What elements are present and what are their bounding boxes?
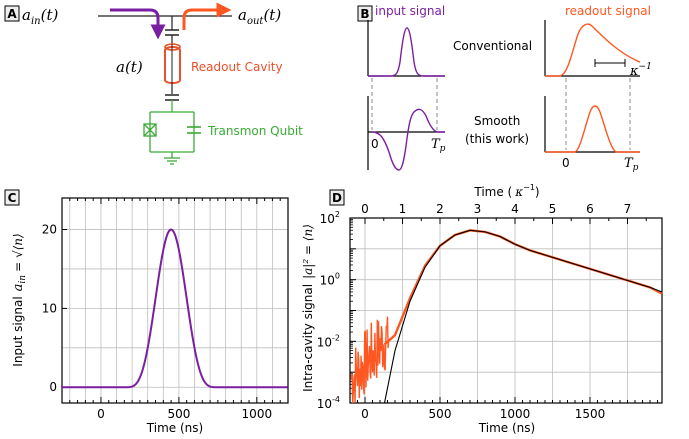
panel-a-label: A (7, 7, 17, 21)
d-x2label: Time (κ−1) (473, 183, 539, 199)
readout-signal-title: readout signal (565, 4, 651, 18)
c-xtick-label: 1000 (242, 407, 273, 421)
b-axes-bottom-right (544, 96, 640, 153)
b-tick-zero-left: 0 (371, 137, 379, 151)
panel-c-label-box (4, 189, 20, 206)
a-in-label: ain(t) (22, 6, 58, 27)
d-xtick-label: 500 (429, 407, 452, 421)
panel-a: A ain(t) aout(t) a(t) Readout Cavity (4, 2, 303, 165)
d-xtick-label: 1000 (500, 407, 531, 421)
c-grid (62, 198, 289, 403)
d-x2tick-label: 3 (474, 202, 482, 216)
panel-d: D 0 500 1000 1500 0 1 2 3 4 5 6 7 102 10… (301, 183, 663, 435)
c-ytick-label: 20 (42, 223, 57, 237)
d-xtick-label: 0 (361, 407, 369, 421)
b-smooth-readout-curve (545, 105, 640, 153)
d-xlabel: Time (ns) (478, 421, 535, 435)
panel-c-label: C (8, 191, 17, 205)
c-input-signal-line (61, 228, 288, 389)
smooth-label: Smooth (474, 114, 520, 128)
c-ytick-label: 0 (49, 380, 57, 394)
d-x2tick-label: 4 (511, 202, 519, 216)
d-ytick-label: 100 (320, 272, 340, 288)
a-t-label: a(t) (116, 58, 143, 76)
c-xtick-label: 0 (97, 407, 105, 421)
b-conventional-readout-curve (545, 23, 641, 77)
d-x2tick-label: 2 (436, 202, 444, 216)
d-theory-line (383, 229, 663, 404)
panel-b-label-box (357, 5, 373, 22)
d-x2tick-label: 7 (624, 202, 632, 216)
transmon-qubit-icon (143, 111, 201, 165)
d-xtick-label: 1500 (575, 407, 606, 421)
c-plot-frame (61, 197, 289, 404)
output-arrow (182, 2, 232, 30)
b-axes-top-right (544, 20, 640, 77)
b-axes-bottom-left (367, 96, 445, 170)
d-x2tick-label: 1 (399, 202, 407, 216)
panel-c: C 0 500 1000 0 10 20 Time (ns) Input sig… (4, 189, 289, 435)
b-kappa-label: κ−1 (629, 62, 652, 79)
panel-d-label-box (329, 189, 345, 206)
d-ticks (349, 217, 658, 404)
b-tick-zero-right: 0 (562, 156, 570, 170)
b-conventional-input-curve (368, 27, 445, 77)
a-out-label: aout(t) (238, 6, 281, 27)
b-tick-tp-right: Tp (624, 156, 639, 173)
transmon-label: Transmon Qubit (207, 124, 303, 138)
b-tick-tp-left: Tp (431, 137, 446, 154)
c-xtick-label: 500 (167, 407, 190, 421)
d-ylabel: Intra-cavity signal|a|² = ⟨n⟩ (301, 224, 315, 392)
d-ytick-label: 10-2 (317, 333, 340, 349)
c-ylabel: Input signalain= √⟨n⟩ (11, 233, 28, 366)
c-xlabel: Time (ns) (146, 421, 203, 435)
d-x2tick-label: 6 (586, 202, 594, 216)
c-ticks (62, 198, 289, 403)
c-ytick-label: 10 (42, 301, 57, 315)
d-ytick-label: 102 (320, 210, 340, 226)
this-work-label: (this work) (465, 132, 529, 146)
input-signal-title: input signal (375, 4, 445, 18)
d-x2tick-label: 5 (549, 202, 557, 216)
conventional-label: Conventional (453, 39, 532, 53)
d-ytick-label: 10-4 (317, 395, 340, 411)
panel-d-label: D (332, 191, 342, 205)
input-arrow (110, 8, 166, 40)
d-grid (350, 217, 662, 404)
b-kappa-bar (594, 59, 626, 67)
panel-a-label-box (4, 5, 20, 22)
d-measured-noise (350, 316, 390, 404)
readout-cavity-label: Readout Cavity (191, 60, 283, 74)
panel-b-label: B (360, 7, 369, 21)
panel-b: B input signal readout signal Convention… (357, 4, 652, 173)
b-smooth-input-curve (371, 108, 445, 171)
d-x2tick-label: 0 (361, 202, 369, 216)
